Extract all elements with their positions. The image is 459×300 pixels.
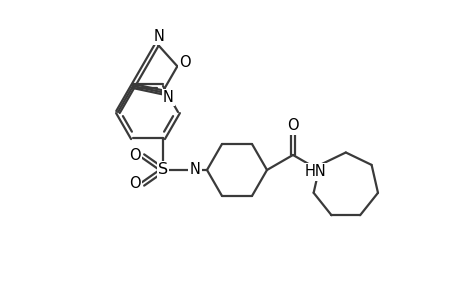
Text: O: O: [178, 55, 190, 70]
Text: N: N: [162, 90, 173, 105]
Text: O: O: [129, 148, 140, 164]
Text: O: O: [129, 176, 140, 191]
Text: HN: HN: [304, 164, 325, 179]
Text: N: N: [153, 29, 164, 44]
Text: N: N: [189, 163, 200, 178]
Text: S: S: [157, 163, 168, 178]
Text: O: O: [286, 118, 298, 134]
